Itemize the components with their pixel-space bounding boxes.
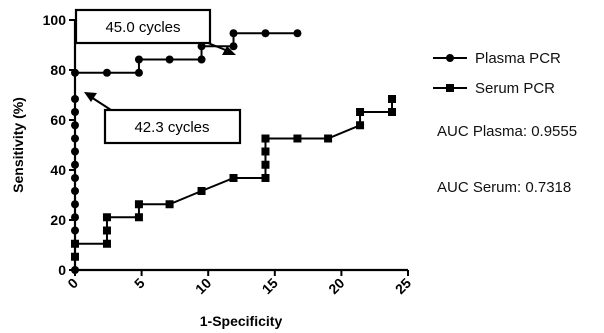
point-plasma-pcr [71,174,79,182]
legend-plasma-marker [446,54,454,62]
point-serum-pcr [102,213,111,222]
point-serum-pcr [356,121,365,130]
legend-serum-marker [446,84,454,92]
x-tick-label: 5 [131,275,148,292]
callout-42-arrow [90,96,112,111]
auc-plasma-text: AUC Plasma: 0.9555 [437,123,577,140]
x-tick-label: 20 [325,275,347,297]
point-serum-pcr [134,213,143,222]
legend-serum-label: Serum PCR [475,80,555,97]
point-serum-pcr [261,134,270,143]
point-serum-pcr [165,200,174,209]
series-serum-pcr [71,95,397,261]
point-plasma-pcr [71,108,79,116]
point-plasma-pcr [71,95,79,103]
point-plasma-pcr [71,68,79,77]
point-plasma-pcr [71,226,79,235]
point-plasma-pcr [71,121,79,130]
point-serum-pcr [388,95,397,103]
y-tick-label: 100 [43,12,67,28]
ticks: 0 20 40 60 80 100 0 5 10 15 20 25 [43,12,415,297]
point-plasma-pcr [71,200,79,209]
point-plasma-pcr [134,55,143,64]
y-tick-label: 0 [58,262,66,278]
point-serum-pcr [71,252,79,261]
legend-item-serum: Serum PCR [433,80,555,97]
point-plasma-pcr [293,29,302,38]
auc-serum-text: AUC Serum: 0.7318 [437,179,571,196]
point-serum-pcr [261,147,270,156]
point-plasma-pcr [165,55,174,64]
point-plasma-pcr [261,29,270,38]
point-plasma-pcr [197,55,206,64]
point-serum-pcr [261,160,270,169]
point-serum-pcr [134,200,143,209]
point-plasma-pcr [71,147,79,156]
x-tick-label: 25 [392,275,414,297]
callout-45-arrow [207,42,229,52]
point-plasma-pcr [71,213,79,222]
point-serum-pcr [388,108,397,116]
callout-45-box [74,8,212,45]
x-tick-label: 15 [259,275,281,297]
callout-45-text: 45.0 cycles [105,19,180,36]
point-plasma-pcr [71,187,79,195]
x-tick-label: 10 [192,275,214,297]
point-serum-pcr [293,134,302,143]
legend-item-plasma: Plasma PCR [433,50,561,67]
callout-42: 42.3 cycles [84,92,242,145]
callout-42-box [103,108,242,145]
point-serum-pcr [197,187,206,195]
point-plasma-pcr [102,68,111,77]
callout-42-text: 42.3 cycles [134,119,209,136]
point-plasma-pcr [197,42,206,51]
y-tick-label: 40 [50,162,66,178]
y-tick-label: 80 [50,62,66,78]
point-plasma-pcr [71,266,79,274]
legend-plasma-label: Plasma PCR [475,50,561,67]
point-plasma-pcr [229,29,238,38]
point-serum-pcr [102,226,111,235]
callout-45-arrowhead [222,46,236,55]
point-serum-pcr [102,239,111,248]
point-plasma-pcr [71,134,79,143]
series-group [71,29,397,274]
callout-42-arrowhead [84,92,97,102]
point-serum-pcr [71,239,79,248]
axes [73,20,408,272]
y-axis-title: Sensitivity (%) [10,97,26,193]
point-serum-pcr [356,108,365,116]
point-plasma-pcr [134,68,143,77]
y-tick-label: 60 [50,112,66,128]
point-plasma-pcr [229,42,238,51]
point-serum-pcr [229,174,238,182]
point-plasma-pcr [71,160,79,169]
y-tick-label: 20 [50,212,66,228]
x-tick-label: 0 [64,275,81,292]
legend: Plasma PCR Serum PCR [433,50,561,97]
x-axis-title: 1-Specificity [200,313,283,329]
point-serum-pcr [324,134,333,143]
callout-45: 45.0 cycles [74,8,236,55]
point-serum-pcr [261,174,270,182]
